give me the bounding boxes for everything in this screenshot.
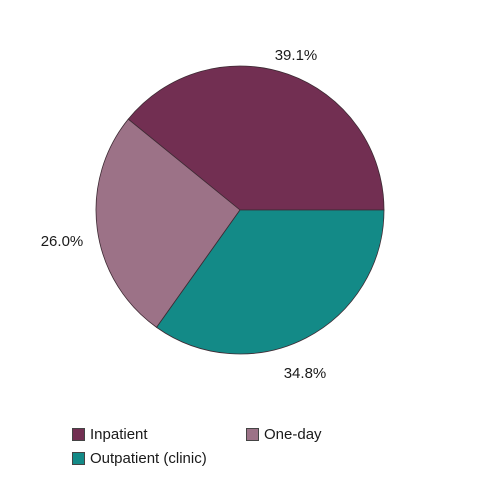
legend-label-one-day: One-day	[264, 426, 322, 443]
pie-data-labels: 39.1% 34.8% 26.0%	[41, 47, 327, 382]
pie-slice-outpatient-clinic	[156, 209, 385, 355]
data-label-one-day: 26.0%	[41, 233, 84, 250]
data-label-inpatient: 39.1%	[275, 47, 318, 64]
legend-item-outpatient: Outpatient (clinic)	[72, 450, 207, 467]
legend-swatch-inpatient	[72, 428, 85, 441]
legend-label-outpatient: Outpatient (clinic)	[90, 450, 207, 467]
pie-slice-one-day	[95, 118, 241, 328]
legend-label-inpatient: Inpatient	[90, 426, 148, 443]
pie-slice-inpatient	[127, 65, 385, 211]
legend-item-one-day: One-day	[246, 426, 322, 443]
legend-swatch-one-day	[246, 428, 259, 441]
pie-slices	[95, 65, 385, 355]
legend-item-inpatient: Inpatient	[72, 426, 148, 443]
data-label-outpatient-clinic: 34.8%	[284, 365, 327, 382]
legend: Inpatient One-day Outpatient (clinic)	[72, 426, 392, 472]
legend-swatch-outpatient	[72, 452, 85, 465]
